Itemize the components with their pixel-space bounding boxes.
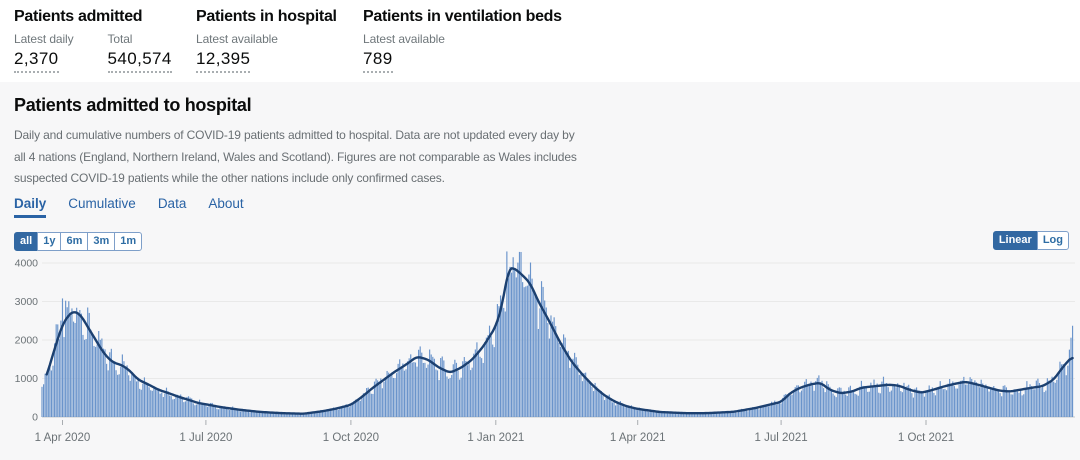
chart-controls: all 1y 6m 3m 1m Linear Log xyxy=(14,231,1069,251)
tab-daily[interactable]: Daily xyxy=(14,196,47,218)
stat-group-title: Patients in ventilation beds xyxy=(363,8,562,25)
scale-linear-button[interactable]: Linear xyxy=(992,231,1038,250)
y-axis-tick-label: 1000 xyxy=(15,373,39,385)
range-6m-button[interactable]: 6m xyxy=(60,232,89,251)
stat-items: Latest available 789 xyxy=(363,32,562,73)
seven-day-average-line xyxy=(45,267,1074,415)
x-axis-tick-label: 1 Jul 2020 xyxy=(179,432,232,444)
headline-stats: Patients admitted Latest daily 2,370 Total 5… xyxy=(14,8,1064,76)
range-3m-button[interactable]: 3m xyxy=(87,232,116,251)
range-1m-button[interactable]: 1m xyxy=(114,232,143,251)
daily-bars-series xyxy=(41,251,1074,418)
x-axis-tick-label: 1 Apr 2021 xyxy=(610,432,666,444)
y-axis-tick-label: 2000 xyxy=(15,335,39,347)
range-button-group: all 1y 6m 3m 1m xyxy=(14,232,143,251)
stat-label: Total xyxy=(107,32,133,46)
stat-value[interactable]: 2,370 xyxy=(14,49,59,73)
stat-label: Latest available xyxy=(196,32,278,46)
stat-group-patients-in-ventilation-beds: Patients in ventilation beds Latest avail… xyxy=(363,8,562,73)
y-axis-tick-label: 3000 xyxy=(15,296,39,308)
card-title: Patients admitted to hospital xyxy=(14,95,252,115)
stat-group-title: Patients admitted xyxy=(14,8,143,25)
card-description: Daily and cumulative numbers of COVID-19… xyxy=(14,128,577,185)
stat-value[interactable]: 789 xyxy=(363,49,393,73)
stat-group-title: Patients in hospital xyxy=(196,8,337,25)
stat-item: Total 540,574 xyxy=(107,32,172,73)
stat-group-patients-admitted: Patients admitted Latest daily 2,370 Total 5… xyxy=(14,8,172,73)
scale-button-group: Linear Log xyxy=(992,231,1069,250)
x-axis-tick-label: 1 Oct 2020 xyxy=(323,432,379,444)
x-axis-tick-label: 1 Jan 2021 xyxy=(467,432,524,444)
range-all-button[interactable]: all xyxy=(14,232,39,251)
admissions-chart[interactable]: 0 1000 2000 3000 4000 1 Apr 2020 1 Jul 2020 1 O… xyxy=(0,240,1080,460)
card-tabs: Daily Cumulative Data About xyxy=(14,196,244,218)
x-axis-tick-label: 1 Apr 2020 xyxy=(35,432,91,444)
stat-item: Latest daily 2,370 xyxy=(14,32,74,73)
y-axis-tick-label: 4000 xyxy=(15,258,39,270)
scale-log-button[interactable]: Log xyxy=(1036,231,1069,250)
stat-value[interactable]: 12,395 xyxy=(196,49,251,73)
stat-label: Latest daily xyxy=(14,32,74,46)
stat-label: Latest available xyxy=(363,32,445,46)
stat-item: Latest available 789 xyxy=(363,32,445,73)
stat-items: Latest daily 2,370 Total 540,574 xyxy=(14,32,172,73)
x-axis-tick-label: 1 Jul 2021 xyxy=(755,432,808,444)
tab-cumulative[interactable]: Cumulative xyxy=(68,196,136,211)
x-axis-tick-label: 1 Oct 2021 xyxy=(898,432,954,444)
tab-about[interactable]: About xyxy=(208,196,244,211)
range-1y-button[interactable]: 1y xyxy=(37,232,62,251)
patients-admitted-card: Patients admitted to hospital Daily and … xyxy=(0,82,1080,460)
stat-items: Latest available 12,395 xyxy=(196,32,337,73)
stat-value[interactable]: 540,574 xyxy=(107,49,172,73)
stat-item: Latest available 12,395 xyxy=(196,32,278,73)
y-axis-tick-label: 0 xyxy=(32,412,38,424)
stat-group-patients-in-hospital: Patients in hospital Latest available 12,3… xyxy=(196,8,337,73)
tab-data[interactable]: Data xyxy=(157,196,187,211)
